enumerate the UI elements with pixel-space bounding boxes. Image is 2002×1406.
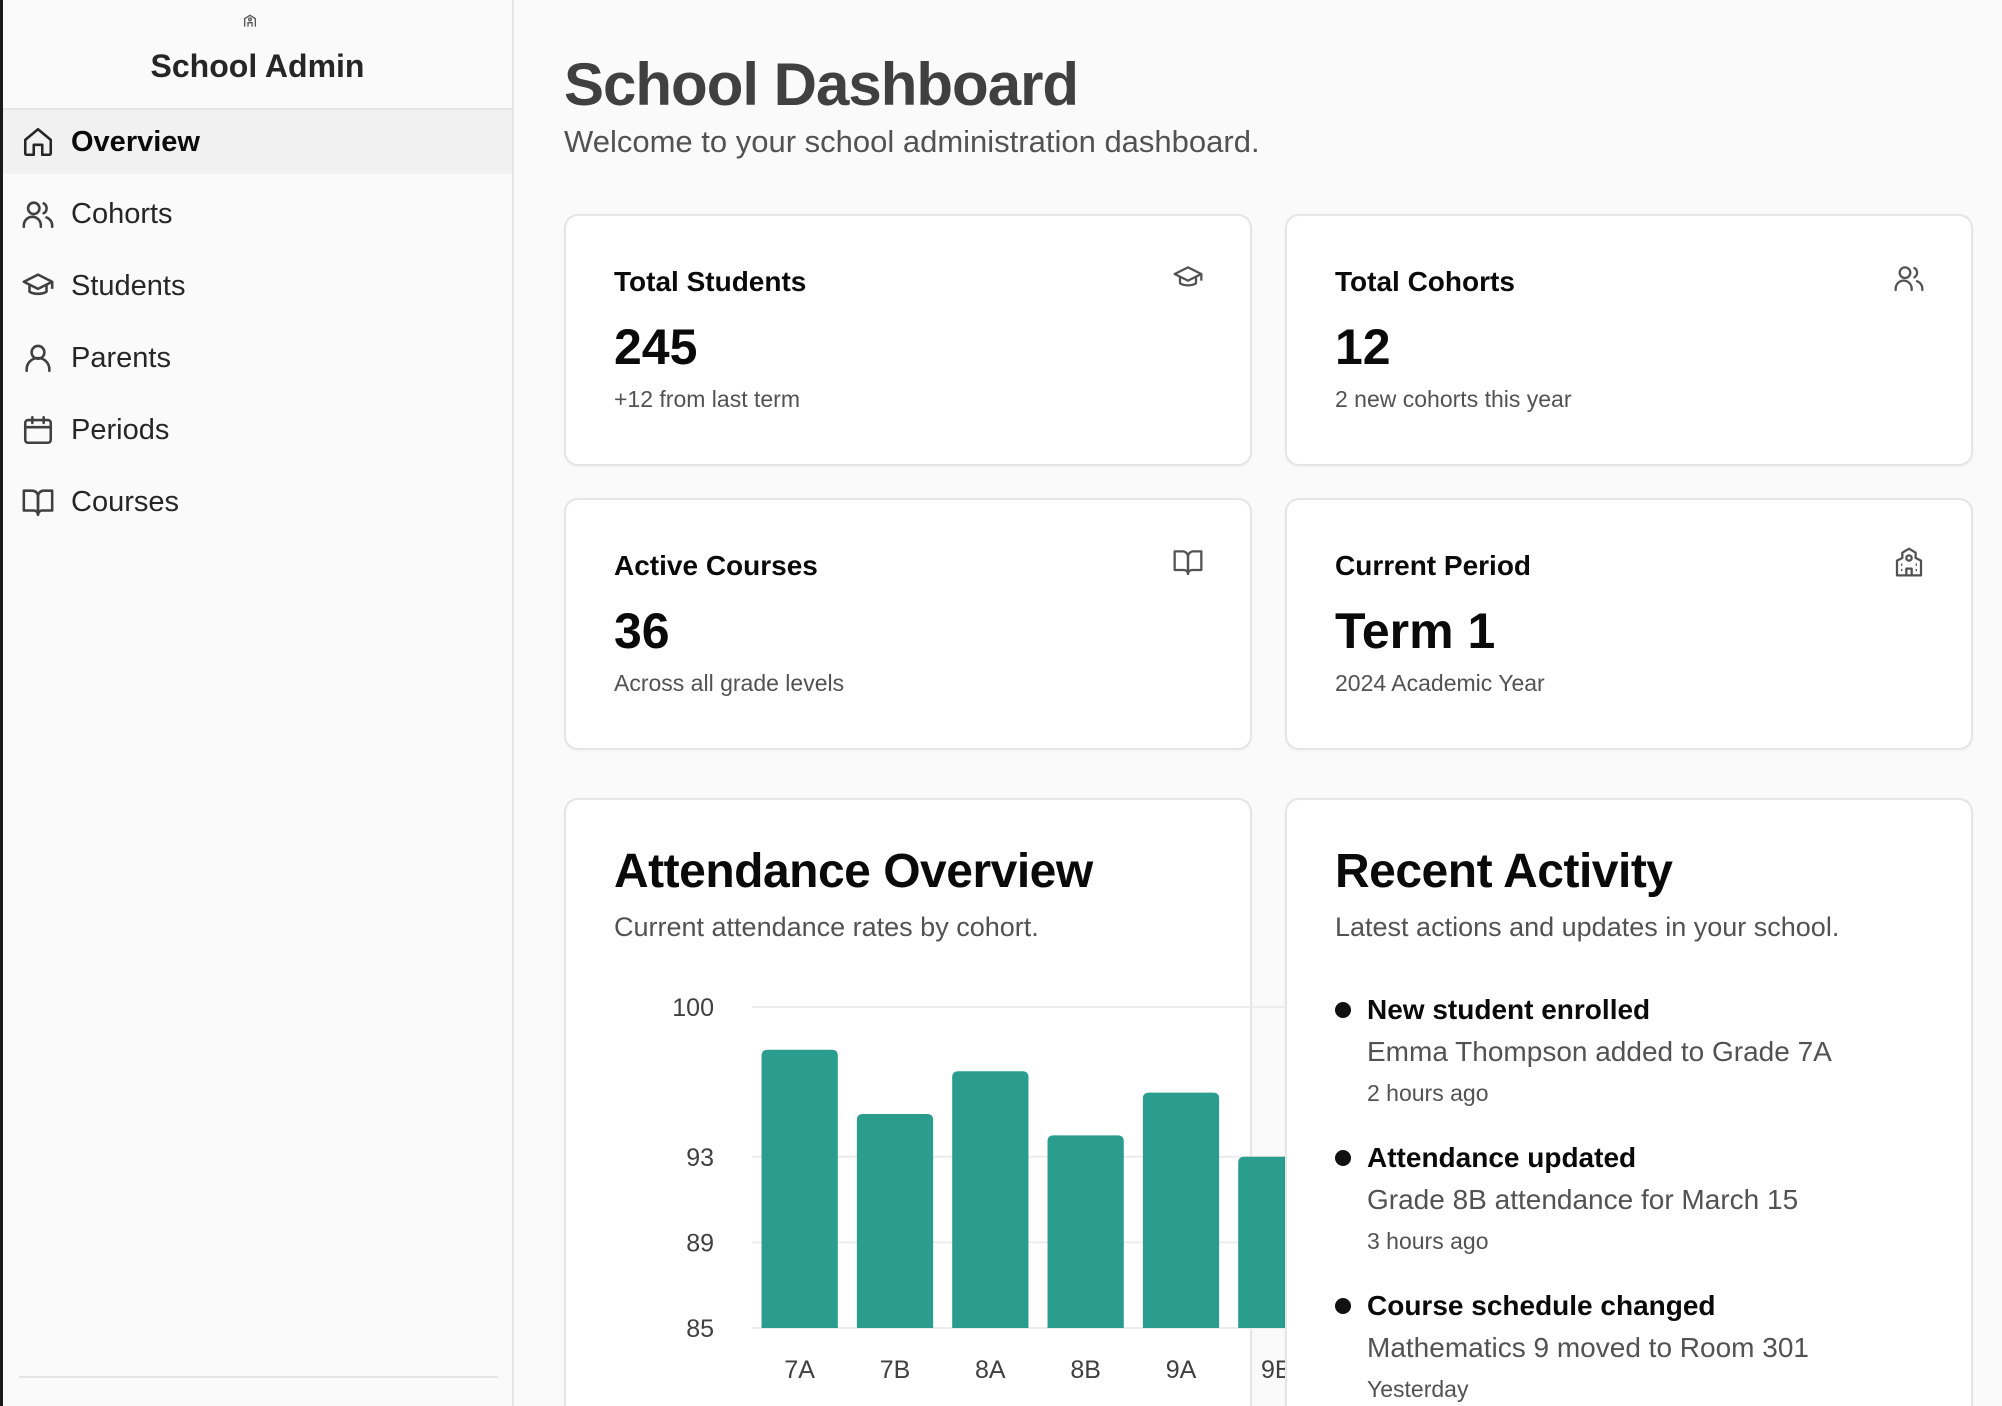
school-logo-icon (244, 14, 256, 27)
school-icon (1895, 547, 1923, 577)
attendance-overview-panel: Attendance Overview Current attendance r… (564, 798, 1324, 1406)
user-icon (25, 344, 51, 373)
sidebar-item-periods[interactable]: Periods (3, 398, 512, 462)
activity-item: Attendance updated Grade 8B attendance f… (1335, 1140, 1975, 1288)
stat-card-total-students: Total Students 245 +12 from last term (564, 214, 1252, 466)
sidebar-item-label: Overview (71, 125, 200, 158)
bar-7a (761, 1049, 838, 1328)
stat-title: Active Courses (614, 550, 818, 581)
activity-item: Course schedule changed Mathematics 9 mo… (1335, 1288, 1975, 1406)
stat-title: Total Students (614, 266, 807, 297)
graduation-cap-icon (1173, 266, 1203, 287)
calendar-icon (23, 415, 53, 445)
x-tick-label: 8A (975, 1356, 1006, 1384)
sidebar: School Admin Overview Cohorts Students P… (3, 0, 514, 1406)
sidebar-item-label: Courses (71, 485, 179, 518)
activity-description: Emma Thompson added to Grade 7A (1367, 1036, 1832, 1067)
stat-card-total-cohorts: Total Cohorts 12 2 new cohorts this year (1285, 214, 1973, 466)
activity-title: Recent Activity (1335, 845, 1673, 898)
book-icon (22, 489, 54, 517)
sidebar-item-label: Cohorts (71, 197, 173, 230)
bar-9a (1142, 1092, 1220, 1328)
activity-time: Yesterday (1367, 1376, 1469, 1402)
stat-value: 36 (614, 603, 670, 659)
stat-note: 2024 Academic Year (1335, 670, 1545, 696)
activity-description: Mathematics 9 moved to Room 301 (1367, 1332, 1809, 1363)
activity-title-text: Course schedule changed (1367, 1290, 1716, 1321)
sidebar-item-courses[interactable]: Courses (3, 470, 512, 534)
users-icon (22, 201, 54, 229)
bullet-dot-icon (1335, 1002, 1351, 1018)
page-title: School Dashboard (564, 51, 1079, 118)
sidebar-item-overview[interactable]: Overview (3, 110, 512, 174)
bar-7b (856, 1114, 934, 1328)
bullet-dot-icon (1335, 1298, 1351, 1314)
brand-title: School Admin (150, 48, 365, 84)
sidebar-header: School Admin (3, 0, 512, 110)
activity-title-text: Attendance updated (1367, 1142, 1637, 1173)
bar-8b (1047, 1135, 1124, 1328)
stat-title: Total Cohorts (1335, 266, 1515, 297)
sidebar-footer-divider (19, 1376, 498, 1378)
graduation-cap-icon (22, 273, 54, 296)
sidebar-item-students[interactable]: Students (3, 254, 512, 318)
sidebar-item-label: Students (71, 269, 186, 302)
activity-description: Grade 8B attendance for March 15 (1367, 1184, 1799, 1215)
x-tick-label: 8B (1070, 1356, 1101, 1384)
stat-note: +12 from last term (614, 386, 800, 412)
sidebar-item-parents[interactable]: Parents (3, 326, 512, 390)
page-subtitle: Welcome to your school administration da… (564, 124, 1260, 159)
sidebar-item-label: Periods (71, 413, 170, 446)
bar-8a (952, 1071, 1029, 1328)
sidebar-nav: Overview Cohorts Students Parents Period… (3, 110, 512, 534)
home-icon (23, 127, 53, 157)
activity-item: New student enrolled Emma Thompson added… (1335, 992, 1975, 1140)
stat-value: Term 1 (1335, 603, 1496, 659)
book-icon (1173, 550, 1203, 576)
y-tick-label: 93 (686, 1144, 714, 1172)
activity-title-text: New student enrolled (1367, 994, 1651, 1025)
activity-time: 2 hours ago (1367, 1080, 1489, 1106)
window-edge (0, 0, 3, 1406)
x-tick-label: 7A (784, 1356, 815, 1384)
stat-note: Across all grade levels (614, 670, 845, 696)
x-tick-label: 9A (1166, 1356, 1197, 1384)
bullet-dot-icon (1335, 1150, 1351, 1166)
x-tick-label: 7B (880, 1356, 911, 1384)
y-tick-label: 89 (686, 1229, 714, 1257)
stat-note: 2 new cohorts this year (1335, 386, 1572, 412)
activity-subtitle: Latest actions and updates in your schoo… (1335, 912, 1840, 942)
activity-time: 3 hours ago (1367, 1228, 1489, 1254)
stat-value: 245 (614, 319, 698, 375)
sidebar-item-cohorts[interactable]: Cohorts (3, 182, 512, 246)
attendance-title: Attendance Overview (614, 845, 1093, 898)
stat-title: Current Period (1335, 550, 1532, 581)
stat-card-active-courses: Active Courses 36 Across all grade level… (564, 498, 1252, 750)
recent-activity-panel: Recent Activity Latest actions and updat… (1285, 798, 1973, 1406)
sidebar-item-label: Parents (71, 341, 171, 374)
users-icon (1894, 266, 1924, 292)
attendance-subtitle: Current attendance rates by cohort. (614, 912, 1039, 942)
y-tick-label: 100 (672, 994, 714, 1022)
stat-card-current-period: Current Period Term 1 2024 Academic Year (1285, 498, 1973, 750)
activity-list: New student enrolled Emma Thompson added… (1335, 992, 1975, 1406)
y-tick-label: 85 (686, 1315, 714, 1343)
main-content: School Dashboard Welcome to your school … (514, 0, 2002, 1406)
stat-value: 12 (1335, 319, 1391, 375)
